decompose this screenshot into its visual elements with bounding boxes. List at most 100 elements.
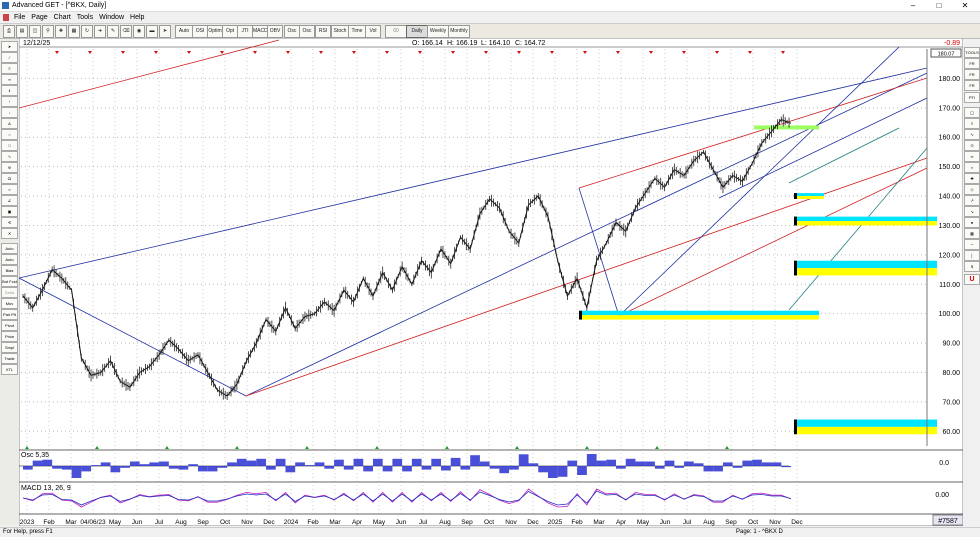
diamond-icon[interactable]: ◇	[964, 184, 980, 195]
left-pair-plt[interactable]: Pair Plt	[1, 309, 18, 320]
ruler-icon[interactable]: ▬	[146, 25, 158, 38]
right-fr-sym[interactable]: FR SYM	[964, 80, 980, 97]
x-tick-label: Nov	[505, 519, 517, 526]
pointer-icon[interactable]: ➤	[1, 41, 18, 52]
box-tool-icon[interactable]: □	[1, 140, 18, 151]
grid-icon[interactable]: ▦	[68, 25, 80, 38]
timeframe-weekly[interactable]: Weekly	[427, 25, 449, 38]
right-tools[interactable]: TOOLS	[964, 47, 980, 58]
sine-icon[interactable]: ∿	[964, 129, 980, 140]
delete-tool-icon[interactable]: ✕	[1, 228, 18, 239]
gann-fan-icon[interactable]: ∠	[1, 195, 18, 206]
angle-tool-icon[interactable]: ∢	[1, 217, 18, 228]
palette-icon[interactable]: ◉	[133, 25, 145, 38]
print-icon[interactable]: ⎙	[3, 25, 15, 38]
zoom-icon[interactable]: ⚲	[42, 25, 54, 38]
toolbar-obv[interactable]: OBV	[267, 25, 283, 38]
left-bot-fcst[interactable]: Bot Fcst	[1, 276, 18, 287]
left-smpl-gann[interactable]: Smpl Gann	[1, 342, 18, 353]
right-fr-ext[interactable]: FR EXT	[964, 69, 980, 86]
left-price-osct[interactable]: Price Osct	[1, 331, 18, 342]
ellipse-tool-icon[interactable]: ⬭	[1, 173, 18, 184]
toolbar-auto-gann[interactable]: Auto Gann	[175, 25, 193, 45]
open-icon[interactable]: ◫	[29, 25, 41, 38]
timeframe-60min[interactable]: 60 Minute	[385, 25, 407, 45]
arrow-icon[interactable]: ➜	[94, 25, 106, 38]
x-tick-label: May	[109, 519, 122, 526]
osc-bar	[547, 466, 558, 478]
left-auto-trend[interactable]: Auto Trend	[1, 254, 18, 265]
toolbar-stoch[interactable]: Stoch	[331, 25, 349, 38]
left-delta[interactable]: Delta	[1, 287, 18, 298]
left-trade-profile[interactable]: Trade Profile	[1, 353, 18, 364]
y-tick-label: 80.00	[942, 370, 960, 377]
menu-page[interactable]: Page	[31, 14, 48, 21]
circle-tool-icon[interactable]: ○	[1, 129, 18, 140]
toolbar-osc-trg[interactable]: Osc Trg	[284, 25, 300, 45]
line-tool-icon[interactable]: ∕	[1, 52, 18, 63]
left-mov-avs[interactable]: Mov Avs	[1, 298, 18, 309]
arrow-up-icon[interactable]: ↑	[1, 96, 18, 107]
toolbar-jti[interactable]: JTI	[237, 25, 253, 38]
maximize-button[interactable]: □	[936, 1, 942, 10]
toolbar-osi[interactable]: OSI	[192, 25, 208, 38]
left-xtl[interactable]: XTL	[1, 364, 18, 375]
ellipse-icon[interactable]: ◯	[964, 107, 980, 118]
minimize-button[interactable]: –	[910, 1, 916, 10]
crosshair-icon[interactable]: ✚	[55, 25, 67, 38]
cross-icon[interactable]: ✚	[964, 173, 980, 184]
timeframe-daily[interactable]: Daily	[406, 25, 428, 38]
toolbar-vol[interactable]: Vol	[365, 25, 381, 38]
regression-tool-icon[interactable]: ≈	[1, 184, 18, 195]
zone-band-cyan	[794, 216, 937, 222]
cycle-tool-icon[interactable]: ∞	[1, 74, 18, 85]
text-tool-icon[interactable]: A	[1, 118, 18, 129]
close-button[interactable]: ✕	[961, 1, 969, 10]
pencil-icon[interactable]: ✎	[107, 25, 119, 38]
menu-chart[interactable]: Chart	[53, 14, 71, 21]
grid-small-icon[interactable]: ▦	[964, 228, 980, 239]
node-icon[interactable]: ●	[964, 217, 980, 228]
right-pti[interactable]: PTI	[964, 92, 980, 103]
fib-tool-icon[interactable]: ≡	[1, 63, 18, 74]
zigzag-icon[interactable]: ↯	[964, 261, 980, 272]
target-icon[interactable]: ⊙	[964, 140, 980, 151]
toolbar-osc[interactable]: Osc	[299, 25, 315, 38]
toolbar-opt-trg[interactable]: Opt Trg	[222, 25, 238, 45]
toolbar-optim[interactable]: Optim	[207, 25, 223, 38]
left-bias[interactable]: Bias	[1, 265, 18, 276]
right-fr-ret[interactable]: FR RET	[964, 58, 980, 75]
toolbar-time-rsch[interactable]: Time Rsch	[348, 25, 366, 45]
wave-tool-icon[interactable]: ∿	[1, 151, 18, 162]
vline-icon[interactable]: │	[964, 250, 980, 261]
lines-icon[interactable]: ≡	[964, 118, 980, 129]
band-icon[interactable]: ═	[964, 151, 980, 162]
right-u[interactable]: U	[964, 274, 980, 285]
menu-tools[interactable]: Tools	[76, 14, 94, 21]
toolbar-macd[interactable]: MACD	[252, 25, 268, 38]
up-trend-icon[interactable]: ↗	[964, 195, 980, 206]
arrow-down-icon[interactable]: ↓	[1, 107, 18, 118]
refresh-icon[interactable]: ↻	[81, 25, 93, 38]
hline-icon[interactable]: ─	[964, 239, 980, 250]
wave-icon[interactable]: ≈	[964, 162, 980, 173]
chart-svg[interactable]: 180.00 170.00 160.00 150.00 140.00 130.00 120.…	[18, 37, 964, 527]
y-tick-label: 100.00	[939, 311, 961, 318]
square-tool-icon[interactable]: ▣	[1, 206, 18, 217]
osc-bar	[285, 466, 296, 473]
status-help: For Help, press F1	[3, 529, 53, 535]
pitchfork-tool-icon[interactable]: Ψ	[1, 162, 18, 173]
channel-tool-icon[interactable]: ‖	[1, 85, 18, 96]
down-trend-icon[interactable]: ↘	[964, 206, 980, 217]
toolbar-rsi[interactable]: RSI	[315, 25, 331, 38]
timeframe-monthly[interactable]: Monthly	[448, 25, 470, 38]
menu-window[interactable]: Window	[99, 14, 125, 21]
cursor-icon[interactable]: ➤	[159, 25, 171, 38]
left-pivot[interactable]: Pivot	[1, 320, 18, 331]
left-auto-gann[interactable]: Auto Gann	[1, 243, 18, 254]
menu-file[interactable]: File	[14, 14, 26, 21]
osc-histogram	[19, 454, 791, 478]
eraser-icon[interactable]: ⌫	[120, 25, 132, 38]
save-icon[interactable]: ▤	[16, 25, 28, 38]
menu-help[interactable]: Help	[130, 14, 145, 21]
